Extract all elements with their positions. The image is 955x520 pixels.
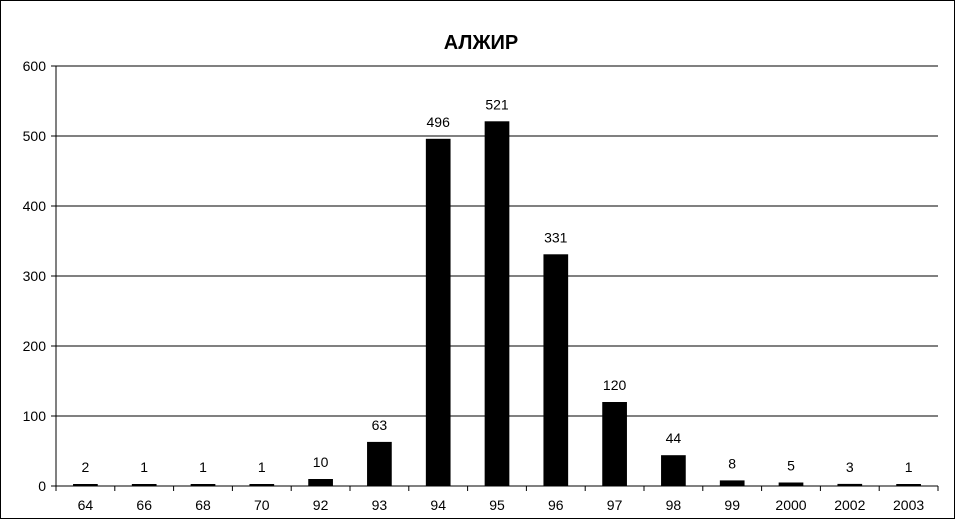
data-label-94: 496 <box>427 114 451 130</box>
x-tick-label-70: 70 <box>254 497 270 513</box>
bar-97 <box>602 402 627 486</box>
data-label-93: 63 <box>372 417 388 433</box>
bar-2002 <box>837 483 863 486</box>
data-label-70: 1 <box>258 459 266 475</box>
x-tick-label-2000: 2000 <box>775 497 806 513</box>
x-tick-labels: 64 66 68 70 92 93 94 95 96 97 98 99 2000 2002 2003 <box>78 497 925 513</box>
x-tick-label-93: 93 <box>372 497 388 513</box>
axes <box>55 66 939 491</box>
x-tick-label-2003: 2003 <box>893 497 924 513</box>
bar-66 <box>131 484 157 486</box>
y-tick-label: 500 <box>23 128 47 144</box>
x-tick-label-66: 66 <box>136 497 152 513</box>
bar-94 <box>425 138 451 487</box>
data-label-2002: 3 <box>846 459 854 475</box>
data-label-92: 10 <box>313 454 329 470</box>
data-label-2000: 5 <box>787 458 795 474</box>
bar-92 <box>308 479 333 486</box>
y-tick-label: 300 <box>23 268 47 284</box>
bar-95 <box>484 121 510 487</box>
x-tick-label-94: 94 <box>430 497 446 513</box>
bar-99 <box>719 480 745 486</box>
x-tick-label-96: 96 <box>548 497 564 513</box>
bar-96 <box>543 254 569 486</box>
data-label-95: 521 <box>485 96 509 112</box>
y-tick-label: 0 <box>38 478 46 494</box>
x-tick-label-97: 97 <box>607 497 623 513</box>
bar-64 <box>73 484 98 486</box>
data-label-99: 8 <box>728 455 736 471</box>
x-tick-label-98: 98 <box>666 497 682 513</box>
x-tick-label-68: 68 <box>195 497 211 513</box>
y-tick-label: 200 <box>23 338 47 354</box>
data-label-97: 120 <box>603 377 627 393</box>
chart-title: АЛЖИР <box>444 32 519 54</box>
y-tick-label: 600 <box>23 58 47 74</box>
bar-2003 <box>896 484 921 486</box>
x-tick-label-64: 64 <box>78 497 94 513</box>
data-label-66: 1 <box>140 459 148 475</box>
bar-2000 <box>778 482 804 486</box>
y-tick-label: 100 <box>23 408 47 424</box>
y-tick-labels: 0 100 200 300 400 500 600 <box>23 58 47 494</box>
x-tick-label-2002: 2002 <box>834 497 865 513</box>
data-label-2003: 1 <box>905 459 913 475</box>
x-tick-label-99: 99 <box>724 497 740 513</box>
data-label-68: 1 <box>199 459 207 475</box>
x-tick-label-95: 95 <box>489 497 505 513</box>
bar-70 <box>249 484 275 486</box>
data-label-64: 2 <box>82 459 90 475</box>
x-tick-label-92: 92 <box>313 497 329 513</box>
bar-93 <box>367 441 392 486</box>
data-label-96: 331 <box>544 229 568 245</box>
data-labels: 2 1 1 1 10 63 496 521 331 120 44 8 5 3 1 <box>82 96 913 475</box>
bar-98 <box>661 455 686 486</box>
bar-68 <box>190 484 216 486</box>
data-label-98: 44 <box>666 430 682 446</box>
y-tick-label: 400 <box>23 198 47 214</box>
bars <box>73 121 921 487</box>
